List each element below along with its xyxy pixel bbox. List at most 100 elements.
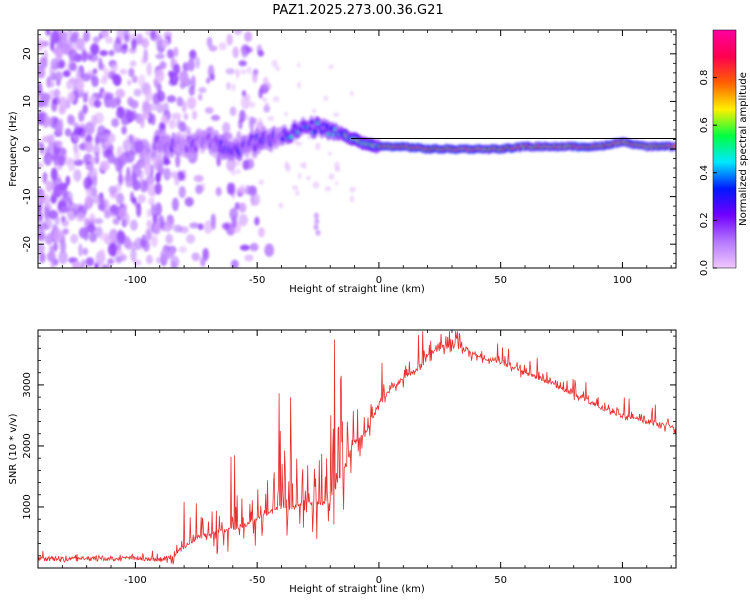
heatmap-cell [119,68,128,75]
heatmap-cell [334,167,341,172]
heatmap-cell [46,155,52,164]
heatmap-cell [55,71,63,82]
snr-xlabel: Height of straight line (km) [289,584,425,595]
heatmap-cell [144,89,153,102]
heatmap-cell [285,164,291,173]
heatmap-cell [222,132,233,140]
heatmap-cell [166,48,174,59]
heatmap-cell [132,179,141,191]
heatmap-cell [238,202,246,210]
heatmap-cell [85,134,93,144]
heatmap-cell [145,175,155,185]
heatmap-cell [168,119,176,129]
heatmap-cell [150,113,156,126]
heatmap-cell [68,49,78,62]
heatmap-cell [145,254,153,265]
heatmap-cell [230,170,237,176]
heatmap-cell [82,92,88,104]
heatmap-cell [195,56,200,69]
heatmap-cell [99,160,110,172]
heatmap-cell [146,62,152,76]
snr-series-line [38,331,676,565]
heatmap-cell [215,186,222,197]
heatmap-cell [295,141,303,146]
heatmap-cell [113,39,123,54]
heatmap-cell [53,241,58,251]
heatmap-cell [65,175,71,186]
heatmap-cell [226,81,231,90]
heatmap-cell [38,68,46,79]
heatmap-cell [244,31,253,43]
heatmap-cell [349,195,355,203]
heatmap-cell [124,239,133,250]
heatmap-cell [238,118,243,130]
heatmap-cell [94,262,99,268]
heatmap-blobs [38,30,676,268]
heatmap-cell [104,233,110,245]
heatmap-cell [189,222,200,229]
heatmap-cell [109,205,118,212]
heatmap-cell [245,114,250,121]
spectrogram-heatmap [38,30,676,268]
heatmap-cell [118,173,124,186]
heatmap-cell [39,222,49,231]
heatmap-cell [99,248,106,260]
spectrogram-ylabel: Frequency (Hz) [8,111,19,187]
heatmap-cell [135,116,143,124]
heatmap-cell [254,216,260,226]
colorbar-tick-label: 0.8 [699,70,710,86]
heatmap-cell [103,67,110,81]
heatmap-cell [84,141,94,153]
heatmap-cell [46,81,55,88]
heatmap-cell [122,139,130,152]
heatmap-cell [116,108,125,119]
heatmap-cell [218,42,227,51]
heatmap-cell [160,115,168,124]
heatmap-cell [264,102,270,109]
heatmap-cell [55,47,63,61]
heatmap-cell [241,90,247,98]
heatmap-cell [111,118,120,128]
heatmap-cell [170,171,178,179]
heatmap-cell [198,86,207,94]
heatmap-cell [262,97,268,103]
heatmap-cell [264,82,270,88]
heatmap-cell [350,90,354,97]
heatmap-cell [155,172,161,183]
heatmap-cell [155,256,161,264]
heatmap-cell [78,110,85,122]
x-tick-label: 50 [494,575,507,586]
heatmap-cell [235,169,242,174]
heatmap-cell [187,58,195,72]
heatmap-cell [245,93,251,101]
heatmap-cell [226,33,233,46]
heatmap-cell [72,260,82,268]
heatmap-cell [124,111,135,121]
y-tick-label: -20 [22,236,33,252]
heatmap-cell [291,185,299,191]
heatmap-cell [189,50,196,57]
heatmap-cell [39,252,46,264]
heatmap-cell [81,73,91,82]
heatmap-cell [237,189,244,194]
heatmap-cell [167,216,175,230]
heatmap-cell [38,87,44,101]
heatmap-cell [297,81,301,89]
heatmap-cell [130,219,138,231]
colorbar-tick-label: 0.6 [699,117,710,133]
heatmap-cell [139,138,149,150]
heatmap-cell [295,190,300,196]
heatmap-cell [99,50,108,57]
heatmap-cell [129,99,139,109]
heatmap-cell [59,31,69,42]
heatmap-cell [130,248,137,262]
heatmap-cell [184,197,194,207]
heatmap-cell [144,161,152,176]
heatmap-cell [38,37,43,49]
heatmap-cell [185,234,196,244]
heatmap-cell [249,242,259,252]
heatmap-cell [178,121,187,133]
colorbar: 0.0 0.2 0.4 0.6 0.8 Normalized spectral ampl… [699,29,749,276]
